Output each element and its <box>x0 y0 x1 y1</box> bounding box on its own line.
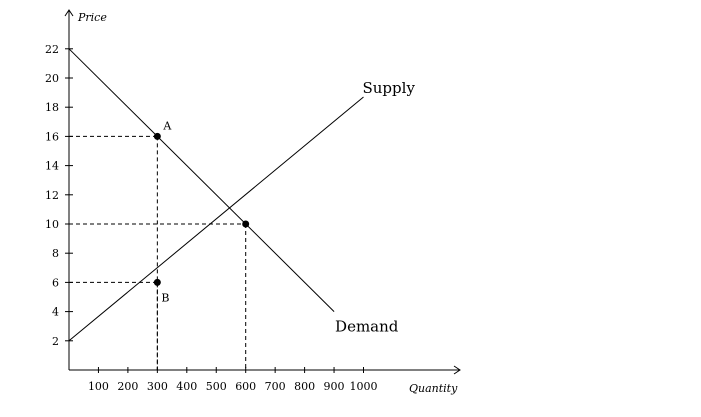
y-tick-label: 2 <box>52 335 59 348</box>
point-label-b: B <box>161 291 169 304</box>
y-tick-label: 20 <box>45 72 59 85</box>
x-tick-label: 900 <box>324 380 345 393</box>
y-tick-label: 10 <box>45 218 59 231</box>
series-lines <box>68 48 364 342</box>
x-tick-label: 600 <box>235 380 256 393</box>
y-tick-label: 16 <box>45 130 59 143</box>
y-tick-label: 4 <box>52 306 59 319</box>
supply-line <box>68 96 364 342</box>
x-tick-label: 100 <box>88 380 109 393</box>
axes <box>64 9 461 375</box>
labels: Quantity Price 100 200 300 400 500 600 700 800 9… <box>45 11 458 395</box>
y-tick-label: 8 <box>52 247 59 260</box>
point-equilibrium <box>242 220 250 228</box>
point-a <box>153 132 161 140</box>
x-tick-label: 800 <box>294 380 315 393</box>
x-axis-title: Quantity <box>409 382 458 395</box>
x-tick-label: 1000 <box>350 380 378 393</box>
x-tick-label: 500 <box>206 380 227 393</box>
y-axis-title: Price <box>77 11 107 24</box>
y-axis-arrow <box>64 9 74 17</box>
point-b <box>153 278 161 286</box>
marked-points <box>153 132 250 286</box>
y-tick-label: 6 <box>52 276 59 289</box>
x-tick-label: 700 <box>265 380 286 393</box>
x-tick-label: 400 <box>176 380 197 393</box>
guide-lines <box>69 135 247 370</box>
y-tick-label: 18 <box>45 101 59 114</box>
x-tick-label: 300 <box>147 380 168 393</box>
y-tick-label: 22 <box>45 43 59 56</box>
demand-line <box>68 48 335 312</box>
supply-label: Supply <box>363 79 416 97</box>
x-tick-label: 200 <box>117 380 138 393</box>
y-tick-label: 12 <box>45 189 59 202</box>
y-tick-label: 14 <box>45 160 59 173</box>
demand-label: Demand <box>335 318 399 336</box>
x-axis-arrow <box>453 365 461 375</box>
point-label-a: A <box>162 119 172 132</box>
